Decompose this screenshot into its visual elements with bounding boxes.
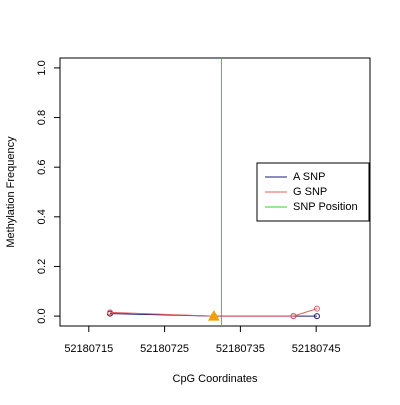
x-tick-label: 52180715 — [64, 343, 113, 355]
x-tick-label: 52180745 — [292, 343, 341, 355]
y-tick-label: 0.0 — [36, 308, 48, 323]
snp-marker — [208, 310, 220, 321]
legend-label: A SNP — [293, 171, 325, 183]
y-tick-label: 0.8 — [36, 110, 48, 125]
y-tick-label: 0.6 — [36, 160, 48, 175]
data-point — [290, 313, 297, 320]
data-point — [107, 309, 114, 316]
data-point — [313, 305, 320, 312]
x-tick-label: 52180735 — [216, 343, 265, 355]
x-axis-label: CpG Coordinates — [173, 373, 258, 385]
y-tick-label: 0.2 — [36, 259, 48, 274]
legend-label: G SNP — [293, 186, 327, 198]
data-point — [313, 313, 320, 320]
plot-box — [59, 57, 371, 327]
y-axis-label: Methylation Frequency — [5, 136, 17, 248]
y-tick-label: 0.4 — [36, 209, 48, 224]
series-line — [110, 308, 318, 317]
y-tick-label: 1.0 — [36, 60, 48, 75]
x-tick-label: 52180725 — [140, 343, 189, 355]
legend-label: SNP Position — [293, 201, 358, 213]
